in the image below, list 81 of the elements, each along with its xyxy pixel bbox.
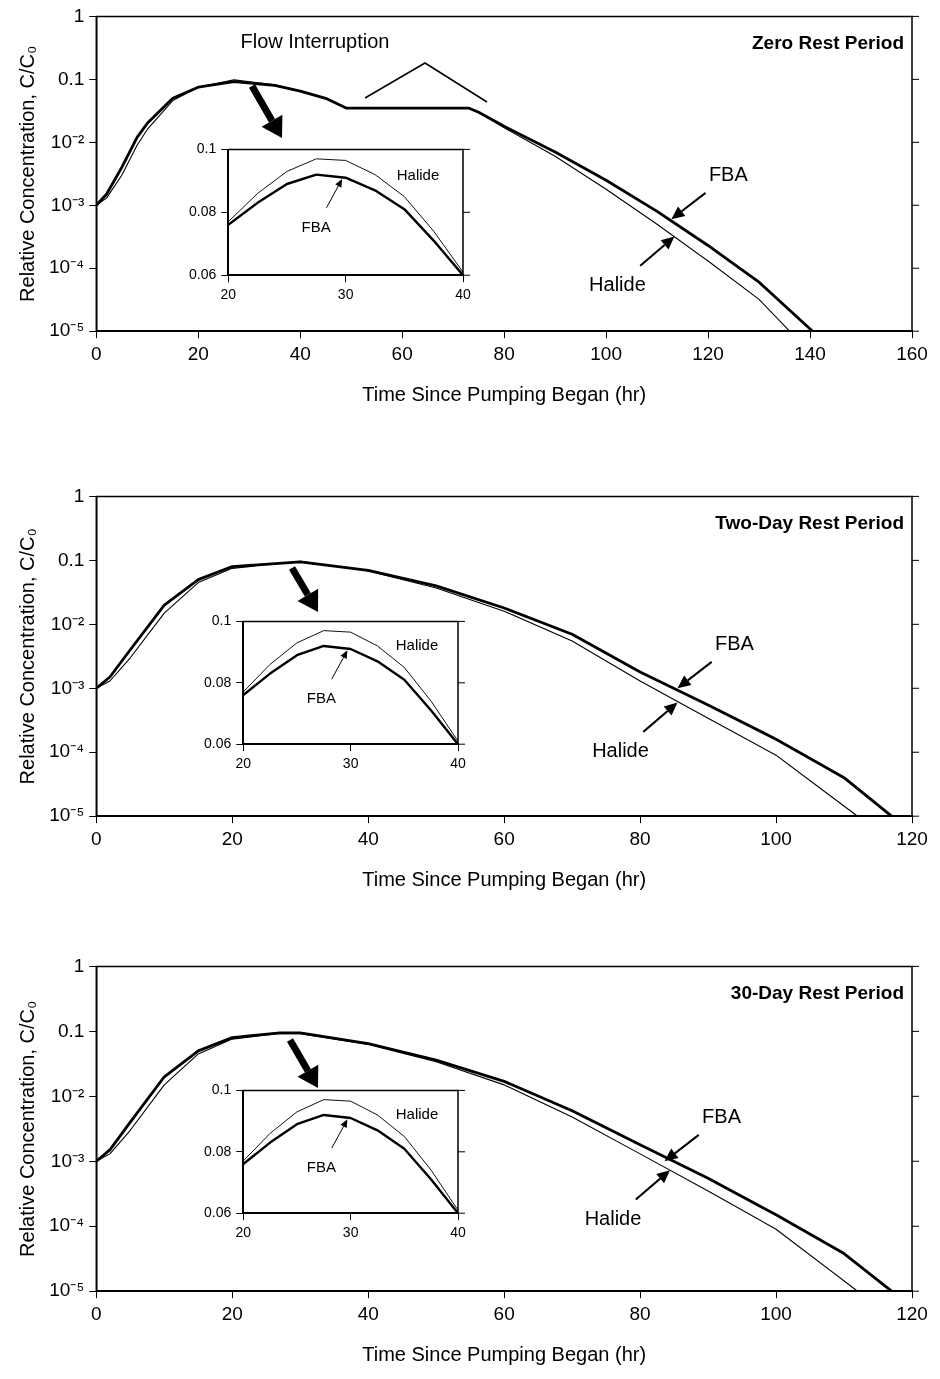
x-tick-label: 140 (794, 342, 826, 364)
y-tick-label: 0.1 (57, 548, 85, 570)
y-tick-label: 10⁻³ (50, 1149, 85, 1171)
annotation: Halide (583, 1206, 643, 1230)
x-tick-label: 80 (629, 827, 651, 849)
x-tick-label: 40 (357, 1302, 379, 1324)
x-tick-label: 20 (221, 1302, 243, 1324)
y-tick-label: 0.06 (189, 266, 217, 283)
x-tick-label: 120 (896, 827, 928, 849)
annotation: Halide (394, 1105, 440, 1123)
y-tick-label: 10⁻² (50, 130, 85, 152)
x-tick-label: 60 (493, 827, 515, 849)
y-tick-label: 10⁻⁵ (49, 319, 85, 341)
annotation: Halide (588, 273, 647, 297)
annotation: FBA (714, 631, 755, 655)
x-tick-label: 120 (896, 1302, 928, 1324)
y-tick-label: 10⁻⁵ (49, 804, 85, 826)
x-tick-label: 40 (450, 755, 466, 772)
y-axis-title: Relative Concentration, C/C₀ (15, 528, 38, 785)
x-tick-label: 0 (91, 1302, 102, 1324)
x-tick-label: 60 (391, 342, 413, 364)
x-tick-label: 80 (629, 1302, 651, 1324)
x-tick-label: 160 (896, 342, 928, 364)
y-axis-title: Relative Concentration, C/C₀ (15, 45, 38, 302)
y-tick-label: 0.08 (204, 673, 232, 690)
text: Two-Day Rest Period (715, 512, 904, 534)
x-tick-label: 30 (337, 286, 354, 303)
x-tick-label: 40 (357, 827, 379, 849)
y-tick-label: 0.1 (196, 140, 217, 157)
annotation: FBA (305, 1157, 337, 1175)
y-tick-label: 10⁻³ (50, 676, 85, 698)
annotation: Halide (394, 636, 440, 654)
y-tick-label: 1 (73, 954, 85, 976)
y-tick-label: 10⁻⁴ (48, 1214, 85, 1236)
y-tick-label: 0.1 (211, 1081, 232, 1098)
x-tick-label: 60 (493, 1302, 515, 1324)
y-tick-label: 10⁻² (50, 1084, 85, 1106)
x-tick-label: 20 (220, 286, 237, 303)
annotation: Flow Interruption (239, 30, 391, 53)
y-tick-label: 10⁻³ (50, 193, 85, 215)
x-tick-label: 40 (289, 342, 311, 364)
y-tick-label: 10⁻⁵ (49, 1279, 85, 1301)
x-tick-label: 40 (455, 286, 471, 303)
y-tick-label: 1 (73, 4, 85, 26)
annotation: FBA (305, 688, 337, 706)
y-tick-label: 0.1 (57, 67, 85, 89)
x-tick-label: 100 (760, 827, 792, 849)
x-tick-label: 120 (692, 342, 724, 364)
y-tick-label: 10⁻⁴ (48, 740, 85, 762)
x-tick-label: 30 (342, 1224, 359, 1241)
y-tick-label: 0.06 (204, 1204, 232, 1221)
y-tick-label: 0.06 (204, 735, 232, 752)
y-tick-label: 10⁻⁴ (48, 256, 85, 278)
x-tick-label: 20 (187, 342, 209, 364)
y-tick-label: 0.1 (57, 1019, 85, 1041)
x-tick-label: 20 (235, 1224, 252, 1241)
text: 30-Day Rest Period (730, 982, 904, 1004)
annotation: Halide (395, 165, 441, 183)
x-tick-label: 20 (221, 827, 243, 849)
x-tick-label: 0 (91, 342, 102, 364)
y-tick-label: 10⁻² (50, 612, 85, 634)
y-tick-label: 0.08 (189, 203, 217, 220)
y-tick-label: 1 (73, 484, 85, 506)
x-tick-label: 80 (493, 342, 515, 364)
x-axis-title: Time Since Pumping Began (hr) (362, 382, 647, 405)
text: Zero Rest Period (751, 32, 904, 54)
x-tick-label: 30 (342, 755, 359, 772)
x-tick-label: 0 (91, 827, 102, 849)
x-tick-label: 20 (235, 755, 252, 772)
x-axis-title: Time Since Pumping Began (hr) (362, 867, 647, 890)
annotation: FBA (300, 217, 332, 235)
annotation: Halide (591, 739, 650, 763)
y-tick-label: 0.1 (211, 612, 232, 629)
annotation: FBA (701, 1104, 742, 1128)
x-tick-label: 40 (450, 1224, 466, 1241)
x-tick-label: 100 (760, 1302, 792, 1324)
y-tick-label: 0.08 (204, 1142, 232, 1159)
annotation: FBA (707, 162, 749, 186)
y-axis-title: Relative Concentration, C/C₀ (15, 1000, 38, 1257)
x-axis-title: Time Since Pumping Began (hr) (362, 1342, 647, 1365)
x-tick-label: 100 (590, 342, 622, 364)
